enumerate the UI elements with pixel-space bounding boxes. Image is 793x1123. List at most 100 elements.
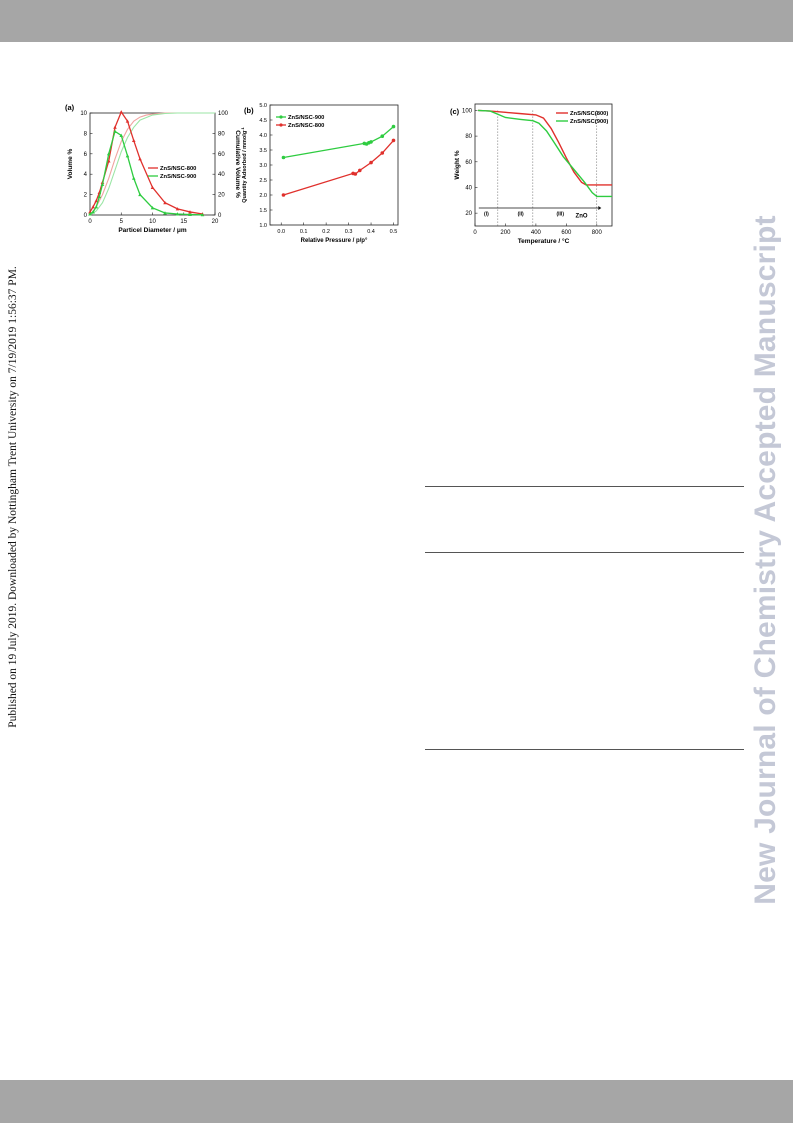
y-axis-title: Volume % — [67, 148, 74, 179]
data-point-nsc-900 — [200, 212, 205, 217]
data-point-nsc-800 — [131, 138, 136, 143]
table-bottom-rule — [425, 749, 744, 750]
region-label: (I) — [484, 212, 489, 218]
region-label: (II) — [518, 212, 524, 218]
data-point-nsc-800 — [163, 200, 167, 205]
legend-label-nsc-900: ZnS/NSC-900 — [288, 115, 324, 121]
y2-tick-label: 60 — [218, 152, 225, 158]
x-tick-label: 0 — [88, 219, 92, 225]
legend-label-nsc-800: ZnS/NSC(800) — [570, 111, 608, 117]
legend-marker-nsc-900 — [279, 115, 283, 119]
x-axis-title: Particel Diameter / μm — [118, 227, 187, 234]
data-point-nsc-900 — [131, 176, 136, 180]
data-point-nsc-900 — [175, 212, 180, 216]
x-tick-label: 0.3 — [345, 229, 353, 235]
journal-watermark-text: New Journal of Chemistry Accepted Manusc… — [749, 215, 782, 905]
data-point-nsc-900 — [119, 133, 124, 137]
footer-band — [0, 1080, 793, 1123]
header-band — [0, 0, 793, 42]
data-point-nsc-900 — [281, 155, 286, 160]
y-tick-label: 10 — [80, 111, 87, 117]
region-label: (III) — [556, 212, 564, 218]
x-tick-label: 800 — [592, 230, 603, 236]
data-point-nsc-800 — [88, 210, 92, 214]
x-axis-title: Relative Pressure / p/p° — [301, 238, 368, 244]
cumulative-line-nsc-900 — [89, 112, 215, 216]
plot-frame — [474, 103, 613, 227]
legend-label-nsc-800: ZnS/NSC-800 — [288, 123, 324, 129]
legend-label-nsc-900: ZnS/NSC(900) — [570, 119, 608, 125]
data-point-nsc-800 — [391, 138, 396, 143]
legend-marker-nsc-800 — [279, 123, 283, 127]
y2-tick-label: 40 — [218, 172, 225, 178]
y-tick-label: 40 — [465, 185, 472, 191]
data-point-nsc-800 — [175, 207, 180, 211]
data-point-nsc-900 — [113, 129, 117, 133]
panel-label: (c) — [450, 107, 460, 116]
y-tick-label: 4 — [84, 172, 88, 178]
data-point-nsc-900 — [380, 134, 385, 138]
y-tick-label: 4.5 — [259, 118, 267, 124]
y-tick-label: 0 — [84, 213, 88, 219]
y-axis-title: Weight % — [454, 150, 461, 179]
data-point-nsc-900 — [97, 194, 102, 199]
data-point-nsc-900 — [391, 124, 396, 129]
data-point-nsc-900 — [138, 192, 142, 197]
series-line-nsc-800 — [283, 139, 394, 196]
data-point-nsc-900 — [94, 205, 99, 209]
data-point-nsc-900 — [88, 212, 92, 216]
x-axis-title: Temperature / °C — [518, 237, 570, 245]
y-tick-label: 5.0 — [259, 103, 267, 109]
data-point-nsc-900 — [100, 182, 105, 186]
legend-label-nsc-900: ZnS/NSC-900 — [160, 174, 196, 180]
panel-label: (b) — [244, 106, 254, 115]
x-tick-label: 400 — [531, 230, 542, 236]
data-point-nsc-800 — [106, 159, 111, 163]
x-tick-label: 15 — [180, 219, 187, 225]
x-tick-label: 0.5 — [390, 229, 398, 235]
series-line-nsc-900 — [478, 109, 612, 198]
y-tick-label: 60 — [465, 160, 472, 166]
data-point-nsc-900 — [106, 152, 111, 156]
panel-b: (b) 0.0 0.1 0.2 0.3 0.4 0.5 1.0 1.5 2.0 2.5 3.0 3.5 4… — [240, 103, 399, 244]
x-tick-label: 0 — [473, 230, 477, 236]
data-point-nsc-900 — [188, 212, 192, 216]
data-point-nsc-800 — [113, 125, 117, 129]
y-tick-label: 3.5 — [259, 148, 267, 154]
x-tick-label: 0.0 — [277, 229, 285, 235]
data-point-nsc-900 — [369, 140, 373, 144]
table-top-rule — [425, 486, 744, 487]
x-tick-label: 200 — [500, 230, 511, 236]
y-axis-title-superscript: -1 — [240, 126, 245, 130]
y-tick-label: 1.5 — [259, 208, 267, 214]
y-axis-title: Quantity Adsorbed / mmolg-1 — [240, 126, 248, 202]
y-tick-label: 3.0 — [259, 163, 267, 169]
data-point-nsc-800 — [188, 210, 192, 214]
y-tick-label: 1.0 — [259, 223, 267, 229]
data-point-nsc-800 — [125, 119, 130, 123]
data-point-nsc-900 — [150, 206, 155, 210]
y-tick-label: 2 — [84, 193, 88, 199]
y-tick-label: 2.0 — [259, 193, 267, 199]
x-tick-label: 0.4 — [367, 229, 375, 235]
y-tick-label: 2.5 — [259, 178, 267, 184]
panel-c: (c) 0 200 400 600 800 20 40 60 80 100 Temperature /… — [450, 103, 613, 245]
series-line-nsc-800 — [89, 110, 203, 215]
data-point-nsc-800 — [380, 151, 385, 155]
x-tick-label: 10 — [149, 219, 156, 225]
y-tick-label: 80 — [465, 134, 472, 140]
progress-arrow-head — [598, 206, 602, 211]
data-point-nsc-800 — [281, 193, 286, 197]
y2-tick-label: 80 — [218, 131, 225, 137]
y-tick-label: 20 — [465, 211, 472, 217]
y2-axis-title: Cumulative Volume % — [234, 130, 241, 198]
panel-label: (a) — [65, 103, 75, 112]
x-tick-label: 0.2 — [322, 229, 330, 235]
data-point-nsc-900 — [91, 210, 95, 214]
series-line-nsc-900 — [89, 130, 203, 216]
series-line-nsc-900 — [283, 126, 394, 159]
data-point-nsc-800 — [119, 110, 124, 114]
x-tick-label: 20 — [212, 219, 219, 225]
y2-tick-label: 0 — [218, 213, 222, 219]
